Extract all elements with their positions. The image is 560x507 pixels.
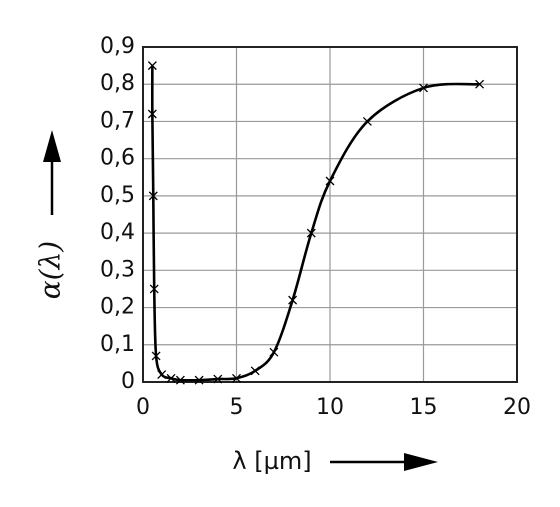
data-point: [306, 228, 316, 238]
data-point: [288, 295, 298, 305]
data-point: [175, 375, 185, 385]
y-arrow-head: [43, 130, 61, 162]
x-tick-label: 10: [316, 395, 344, 420]
data-point: [148, 191, 158, 201]
y-tick-label: 0,1: [100, 332, 135, 357]
x-tick-label: 20: [503, 395, 531, 420]
y-tick-label: 0,5: [100, 183, 135, 208]
y-tick-label: 0,4: [100, 220, 135, 245]
x-tick-label: 15: [410, 395, 438, 420]
data-point: [269, 347, 279, 357]
data-point: [325, 176, 335, 186]
data-point: [157, 370, 167, 380]
y-tick-label: 0,7: [100, 108, 135, 133]
data-point: [362, 116, 372, 126]
y-tick-label: 0,2: [100, 295, 135, 320]
x-axis-label: λ [µm]: [232, 447, 311, 475]
y-tick-label: 0,9: [100, 34, 135, 59]
data-point: [419, 83, 428, 93]
x-tick-label: 0: [136, 395, 150, 420]
y-tick-label: 0: [121, 369, 135, 394]
y-tick-label: 0,8: [100, 71, 135, 96]
data-point: [232, 373, 241, 383]
data-point: [151, 351, 161, 361]
data-point: [147, 109, 157, 119]
data-point: [213, 374, 223, 384]
data-point: [147, 61, 157, 71]
data-point: [250, 366, 260, 376]
y-tick-label: 0,3: [100, 257, 135, 282]
x-tick-label: 5: [230, 395, 244, 420]
data-point: [166, 373, 176, 383]
data-point: [149, 284, 159, 294]
x-arrow-head: [404, 453, 438, 471]
plot-frame: [142, 46, 518, 383]
data-point: [194, 375, 204, 385]
data-line: [150, 65, 480, 382]
y-tick-label: 0,6: [100, 146, 135, 171]
y-axis-label: α(λ): [34, 241, 67, 300]
data-point: [475, 79, 485, 89]
